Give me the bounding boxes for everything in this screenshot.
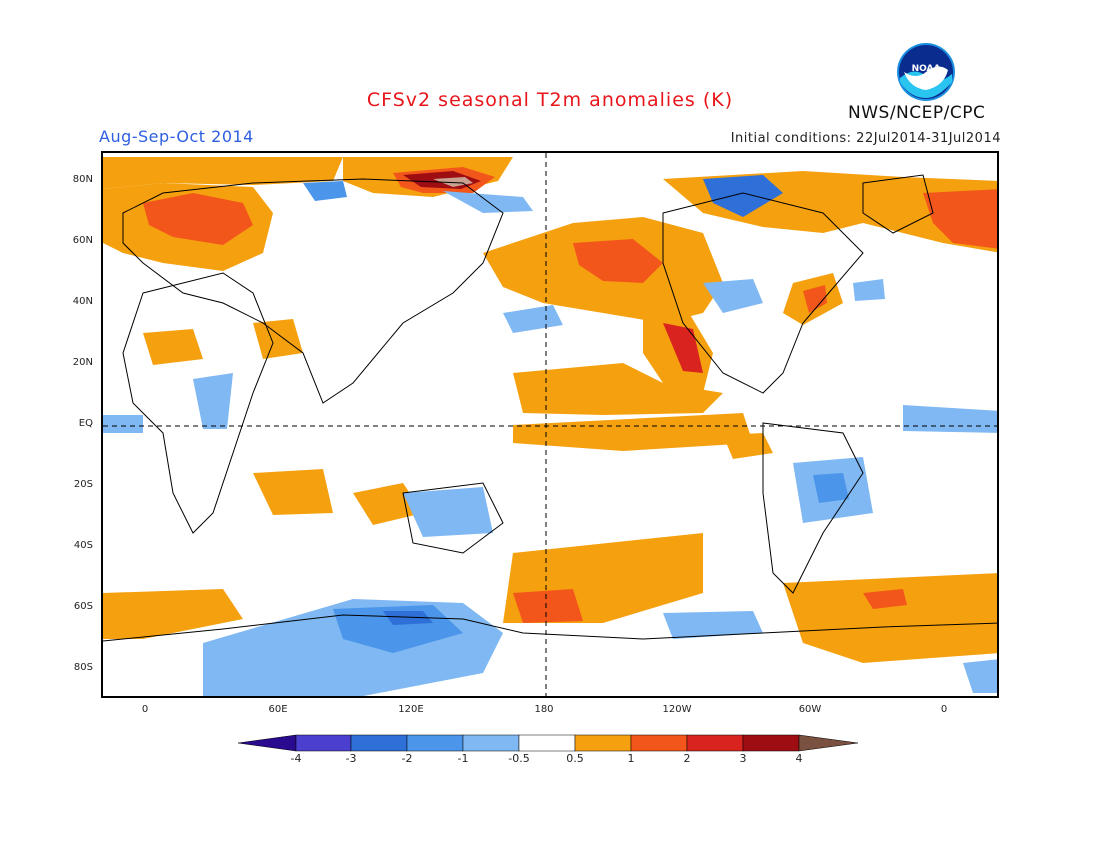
cool-anomaly-eq-atlantic [103, 415, 143, 433]
colorbar-segment-neutral [518, 734, 576, 752]
strong-cool-anomaly-antarctica [383, 611, 433, 625]
colorbar-label--3: -3 [345, 752, 357, 765]
noaa-logo-text: NOAA [912, 64, 941, 74]
lon-label-120e: 120E [398, 704, 424, 715]
cool-anomaly-south-america-core [813, 473, 849, 503]
lat-label-60s: 60S [73, 601, 93, 612]
lat-label-40s: 40S [73, 540, 93, 551]
cool-anomaly-arctic-east [303, 181, 347, 201]
colorbar-label-0.5: 0.5 [566, 752, 584, 765]
colorbar-segment-2-3 [686, 734, 744, 752]
lat-label-80n: 80N [72, 174, 93, 185]
season-label: Aug-Sep-Oct 2014 [99, 127, 254, 146]
lat-label-60n: 60N [72, 235, 93, 246]
coastline-eurasia [122, 178, 504, 404]
anomaly-map [101, 151, 999, 698]
colorbar-segment-1-05 [462, 734, 520, 752]
cool-anomaly-south-pacific [663, 611, 763, 639]
lon-label-60e: 60E [268, 704, 288, 715]
anomaly-map-canvas [103, 153, 997, 696]
coastline-greenland [862, 174, 934, 234]
colorbar-segment-05-1 [574, 734, 632, 752]
colorbar-segment-lt-4 [238, 734, 297, 752]
colorbar-segment-3-2 [350, 734, 408, 752]
colorbar-label--0.5: -0.5 [508, 752, 530, 765]
warm-anomaly-arctic-west [103, 157, 343, 189]
lat-label-eq: EQ [78, 418, 93, 429]
colorbar-segment-4-3 [295, 734, 352, 752]
colorbar-label-2: 2 [683, 752, 691, 765]
warm-anomaly-eq-pacific [513, 413, 753, 451]
colorbar [238, 734, 859, 752]
noaa-logo: NOAA [896, 42, 956, 102]
lon-label-60w: 60W [798, 704, 822, 715]
warm-anomaly-southern-ocean-west [103, 589, 243, 639]
lat-label-80s: 80S [73, 662, 93, 673]
coastline-antarctica [103, 614, 997, 642]
extreme-anomaly-siberia [433, 177, 473, 187]
warm-anomaly-north-africa [143, 329, 203, 365]
lon-label-0-west: 0 [141, 704, 149, 715]
lon-label-120w: 120W [662, 704, 692, 715]
colorbar-label-4: 4 [795, 752, 803, 765]
colorbar-segment-gt-4 [798, 734, 859, 752]
colorbar-label--4: -4 [290, 752, 302, 765]
cool-anomaly-canada-arctic [703, 175, 783, 217]
colorbar-segment-1-2 [630, 734, 688, 752]
cool-anomaly-west-africa [193, 373, 233, 429]
colorbar-label--1: -1 [457, 752, 469, 765]
warm-anomaly-peru [723, 433, 773, 459]
warm-anomaly-south-indian [253, 469, 333, 515]
coastline-north-america [662, 192, 864, 394]
strong-warm-anomaly-us-east [803, 285, 827, 313]
lat-label-40n: 40N [72, 296, 93, 307]
warm-anomaly-subtropical-pacific [513, 363, 723, 415]
coastlines [103, 174, 997, 642]
warm-anomaly-arabia [253, 319, 303, 359]
strong-warm-anomaly-ne-pacific [573, 239, 663, 283]
colorbar-segment-2-1 [406, 734, 464, 752]
cool-anomaly-australia [403, 487, 493, 537]
strong-warm-anomaly-south-pacific [513, 589, 583, 623]
agency-label: NWS/NCEP/CPC [848, 103, 986, 123]
cool-anomaly-atlantic [853, 279, 885, 301]
strong-warm-anomaly-europe [143, 193, 253, 245]
strong-warm-anomaly-greenland [923, 189, 997, 249]
lat-label-20s: 20S [73, 479, 93, 490]
mid-cool-anomaly-antarctica [333, 605, 463, 653]
colorbar-segment-3-4 [742, 734, 800, 752]
cool-anomaly-east-atlantic [903, 405, 997, 433]
lat-label-20n: 20N [72, 357, 93, 368]
cool-anomaly-north-pacific [503, 305, 563, 333]
initial-conditions-label: Initial conditions: 22Jul2014-31Jul2014 [730, 131, 1001, 146]
colorbar-label--2: -2 [401, 752, 413, 765]
strong-warm-anomaly-south-atlantic [863, 589, 907, 609]
lon-label-180: 180 [534, 704, 554, 715]
colorbar-label-1: 1 [627, 752, 635, 765]
map-title: CFSv2 seasonal T2m anomalies (K) [366, 89, 734, 111]
coastline-south-america [762, 422, 864, 594]
warm-anomaly-south-atlantic [783, 573, 997, 663]
cool-anomaly-canada [703, 279, 763, 313]
coastline-africa [122, 272, 274, 534]
lon-label-0-east: 0 [940, 704, 948, 715]
colorbar-label-3: 3 [739, 752, 747, 765]
cool-anomaly-antarctica-east [963, 659, 997, 693]
coastline-australia [402, 482, 504, 554]
